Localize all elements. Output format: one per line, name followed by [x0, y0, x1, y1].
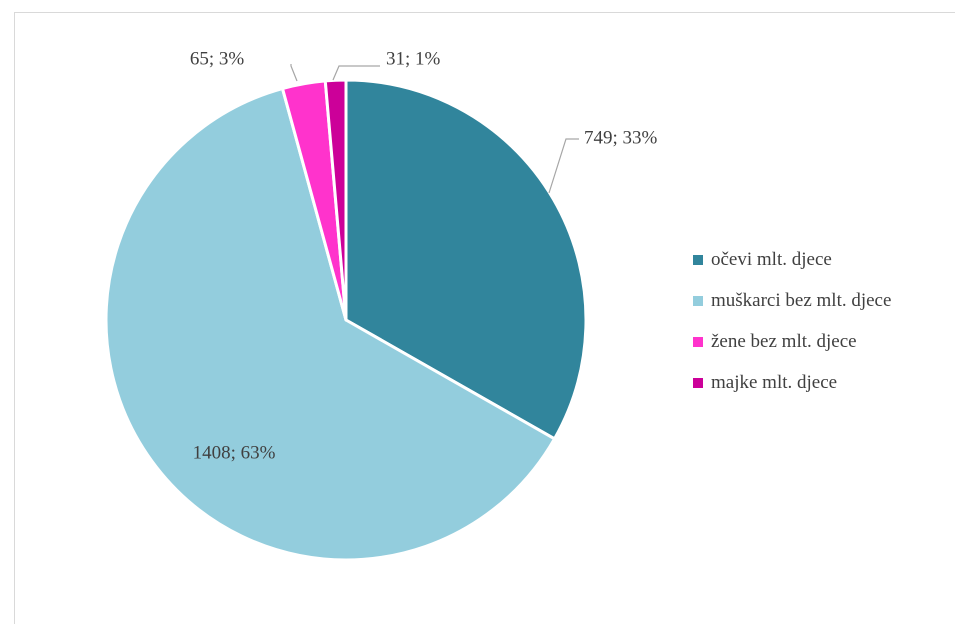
- legend-swatch: [693, 254, 703, 265]
- legend: očevi mlt. djece muškarci bez mlt. djece…: [693, 246, 891, 410]
- legend-swatch: [693, 295, 703, 306]
- data-label: 31; 1%: [386, 48, 441, 69]
- data-label: 65; 3%: [190, 48, 245, 69]
- legend-label: očevi mlt. djece: [711, 248, 832, 270]
- legend-swatch: [693, 377, 703, 388]
- legend-item: žene bez mlt. djece: [693, 328, 891, 355]
- legend-swatch: [693, 336, 703, 347]
- leader-line: [548, 138, 579, 194]
- data-label: 749; 33%: [584, 127, 658, 148]
- leader-line: [332, 65, 380, 81]
- data-label: 1408; 63%: [193, 442, 276, 463]
- legend-label: žene bez mlt. djece: [711, 330, 857, 352]
- pie-slice: [323, 78, 348, 322]
- leader-line: [290, 64, 298, 82]
- pie-slice: [104, 87, 557, 562]
- legend-label: majke mlt. djece: [711, 371, 838, 393]
- legend-item: očevi mlt. djece: [693, 246, 891, 273]
- legend-item: muškarci bez mlt. djece: [693, 287, 891, 314]
- legend-item: majke mlt. djece: [693, 369, 891, 396]
- pie-slice: [344, 78, 588, 441]
- legend-label: muškarci bez mlt. djece: [711, 289, 892, 311]
